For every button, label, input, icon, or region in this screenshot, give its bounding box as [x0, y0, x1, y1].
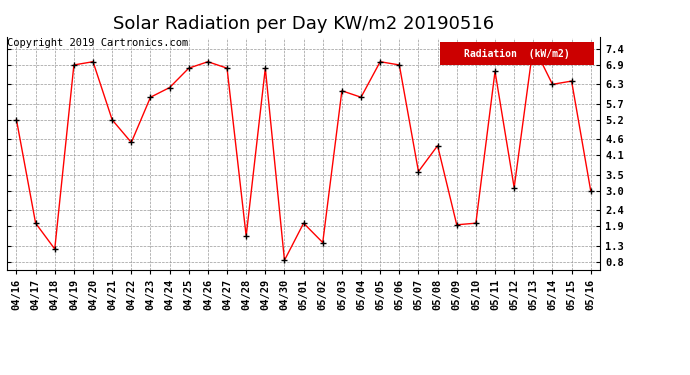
Text: Copyright 2019 Cartronics.com: Copyright 2019 Cartronics.com [7, 38, 188, 48]
Text: Solar Radiation per Day KW/m2 20190516: Solar Radiation per Day KW/m2 20190516 [113, 15, 494, 33]
